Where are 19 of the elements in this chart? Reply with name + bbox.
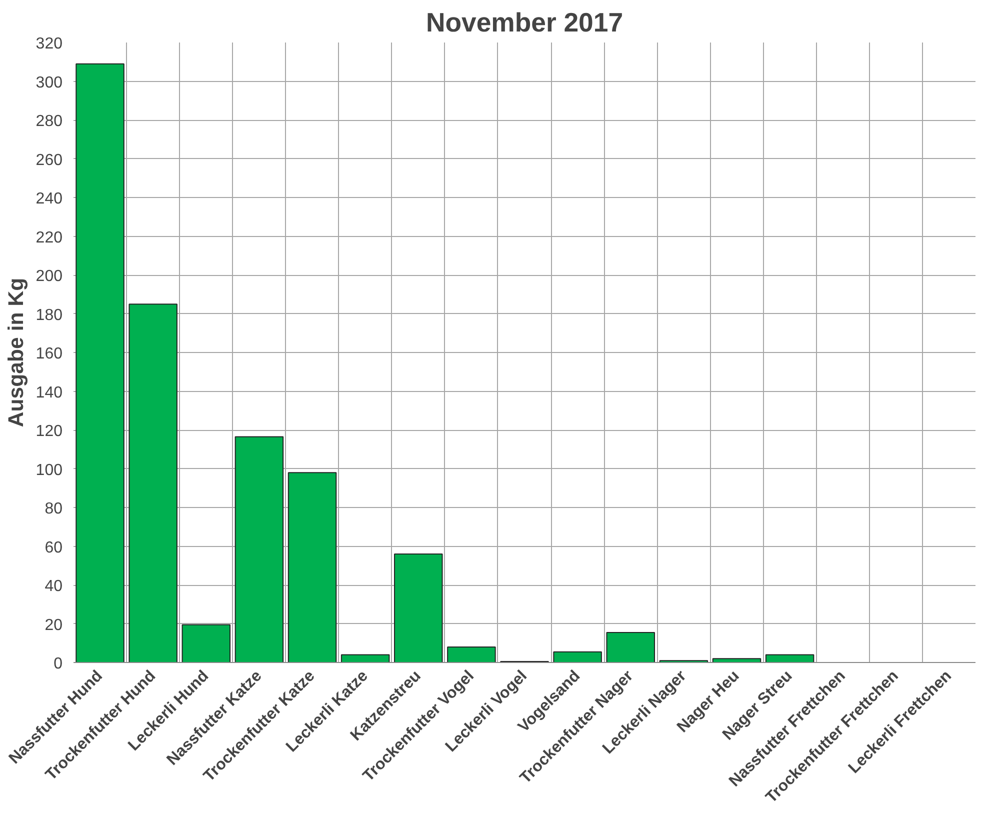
y-axis-title: Ausgabe in Kg <box>4 278 28 428</box>
y-tick-label: 200 <box>36 268 63 285</box>
y-tick-label: 120 <box>36 423 63 440</box>
y-tick-label: 320 <box>36 36 63 52</box>
y-tick-label: 100 <box>36 462 63 479</box>
y-tick-label: 300 <box>36 74 63 92</box>
y-tick-label: 40 <box>44 578 63 595</box>
y-tick-label: 0 <box>54 656 63 672</box>
y-tick-label: 20 <box>44 616 63 634</box>
chart-title: November 2017 <box>426 8 624 38</box>
y-tick-label: 80 <box>44 500 63 518</box>
y-tick-label: 260 <box>36 152 63 169</box>
y-tick-label: 140 <box>36 384 63 402</box>
y-tick-label: 180 <box>36 306 63 324</box>
y-tick-label: 60 <box>44 539 63 556</box>
y-tick-label: 160 <box>36 346 63 362</box>
y-tick-label: 240 <box>36 190 63 208</box>
y-tick-label: 220 <box>36 229 63 246</box>
y-tick-label: 280 <box>36 113 63 130</box>
